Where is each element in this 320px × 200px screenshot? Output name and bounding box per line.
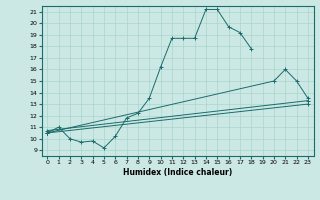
X-axis label: Humidex (Indice chaleur): Humidex (Indice chaleur) <box>123 168 232 177</box>
